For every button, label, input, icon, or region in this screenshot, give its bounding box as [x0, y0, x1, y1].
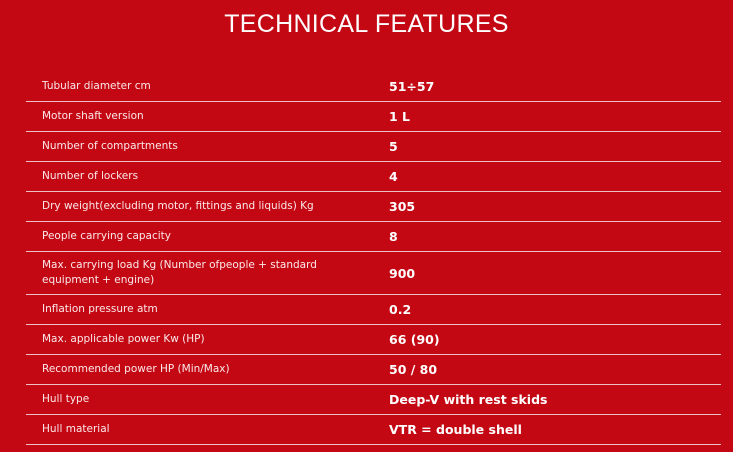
feature-value: VTR = double shell: [389, 422, 522, 437]
feature-label: Number of compartments: [42, 140, 178, 152]
table-row: Tubular diameter cm 51÷57: [26, 72, 721, 102]
feature-label: Motor shaft version: [42, 110, 144, 122]
feature-value: 900: [389, 265, 416, 281]
feature-value: 5: [389, 139, 398, 154]
feature-value: 8: [389, 229, 398, 244]
table-row: Max. carrying load Kg (Number ofpeople +…: [26, 252, 721, 295]
feature-value: 66 (90): [389, 332, 440, 347]
table-row: Hull material VTR = double shell: [26, 415, 721, 445]
table-row: Motor shaft version 1 L: [26, 102, 721, 132]
feature-value: 0.2: [389, 302, 412, 317]
feature-label: Recommended power HP (Min/Max): [42, 363, 230, 375]
feature-label: Max. applicable power Kw (HP): [42, 333, 205, 345]
table-row: Recommended power HP (Min/Max) 50 / 80: [26, 355, 721, 385]
feature-label: Max. carrying load Kg (Number ofpeople +…: [42, 259, 317, 286]
feature-label: Dry weight(excluding motor, fittings and…: [42, 200, 314, 212]
feature-value: 1 L: [389, 109, 411, 124]
feature-value: Deep-V with rest skids: [389, 392, 548, 407]
feature-label: Tubular diameter cm: [42, 80, 151, 92]
feature-label: Hull type: [42, 393, 90, 405]
table-row: Max. applicable power Kw (HP) 66 (90): [26, 325, 721, 355]
table-row: Inflation pressure atm 0.2: [26, 295, 721, 325]
page-title: TECHNICAL FEATURES: [224, 10, 509, 38]
table-row: Number of lockers 4: [26, 162, 721, 192]
feature-label: Hull material: [42, 423, 110, 435]
feature-label: People carrying capacity: [42, 230, 171, 242]
table-row: People carrying capacity 8: [26, 222, 721, 252]
feature-value: 4: [389, 169, 398, 184]
feature-value: 305: [389, 199, 416, 214]
feature-label: Inflation pressure atm: [42, 303, 158, 315]
feature-label: Number of lockers: [42, 170, 139, 182]
table-row: Dry weight(excluding motor, fittings and…: [26, 192, 721, 222]
feature-value: 51÷57: [389, 79, 435, 94]
feature-value: 50 / 80: [389, 362, 438, 377]
table-row: Hull type Deep-V with rest skids: [26, 385, 721, 415]
features-table: Tubular diameter cm 51÷57 Motor shaft vers…: [26, 72, 721, 445]
table-row: Number of compartments 5: [26, 132, 721, 162]
